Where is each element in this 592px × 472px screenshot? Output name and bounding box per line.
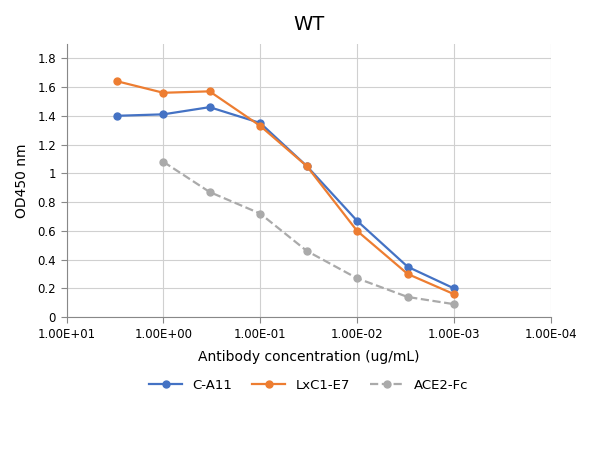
ACE2-Fc	[206, 189, 213, 195]
Line: ACE2-Fc: ACE2-Fc	[160, 158, 458, 308]
C-A11	[303, 163, 310, 169]
Title: WT: WT	[293, 15, 324, 34]
LxC1-E7	[160, 90, 167, 96]
LxC1-E7	[206, 89, 213, 94]
LxC1-E7	[303, 163, 310, 169]
ACE2-Fc	[353, 276, 361, 281]
ACE2-Fc	[256, 211, 263, 216]
C-A11	[256, 120, 263, 126]
C-A11	[353, 218, 361, 224]
ACE2-Fc	[404, 294, 411, 300]
LxC1-E7	[114, 78, 121, 84]
LxC1-E7	[256, 123, 263, 129]
LxC1-E7	[404, 271, 411, 277]
C-A11	[206, 104, 213, 110]
C-A11	[451, 286, 458, 291]
Line: C-A11: C-A11	[114, 104, 458, 292]
C-A11	[114, 113, 121, 118]
C-A11	[404, 264, 411, 270]
ACE2-Fc	[160, 159, 167, 165]
ACE2-Fc	[303, 248, 310, 254]
Legend: C-A11, LxC1-E7, ACE2-Fc: C-A11, LxC1-E7, ACE2-Fc	[149, 379, 468, 392]
Line: LxC1-E7: LxC1-E7	[114, 78, 458, 297]
C-A11	[160, 111, 167, 117]
Y-axis label: OD450 nm: OD450 nm	[15, 143, 29, 218]
ACE2-Fc	[451, 301, 458, 307]
LxC1-E7	[451, 291, 458, 297]
X-axis label: Antibody concentration (ug/mL): Antibody concentration (ug/mL)	[198, 350, 419, 363]
LxC1-E7	[353, 228, 361, 234]
